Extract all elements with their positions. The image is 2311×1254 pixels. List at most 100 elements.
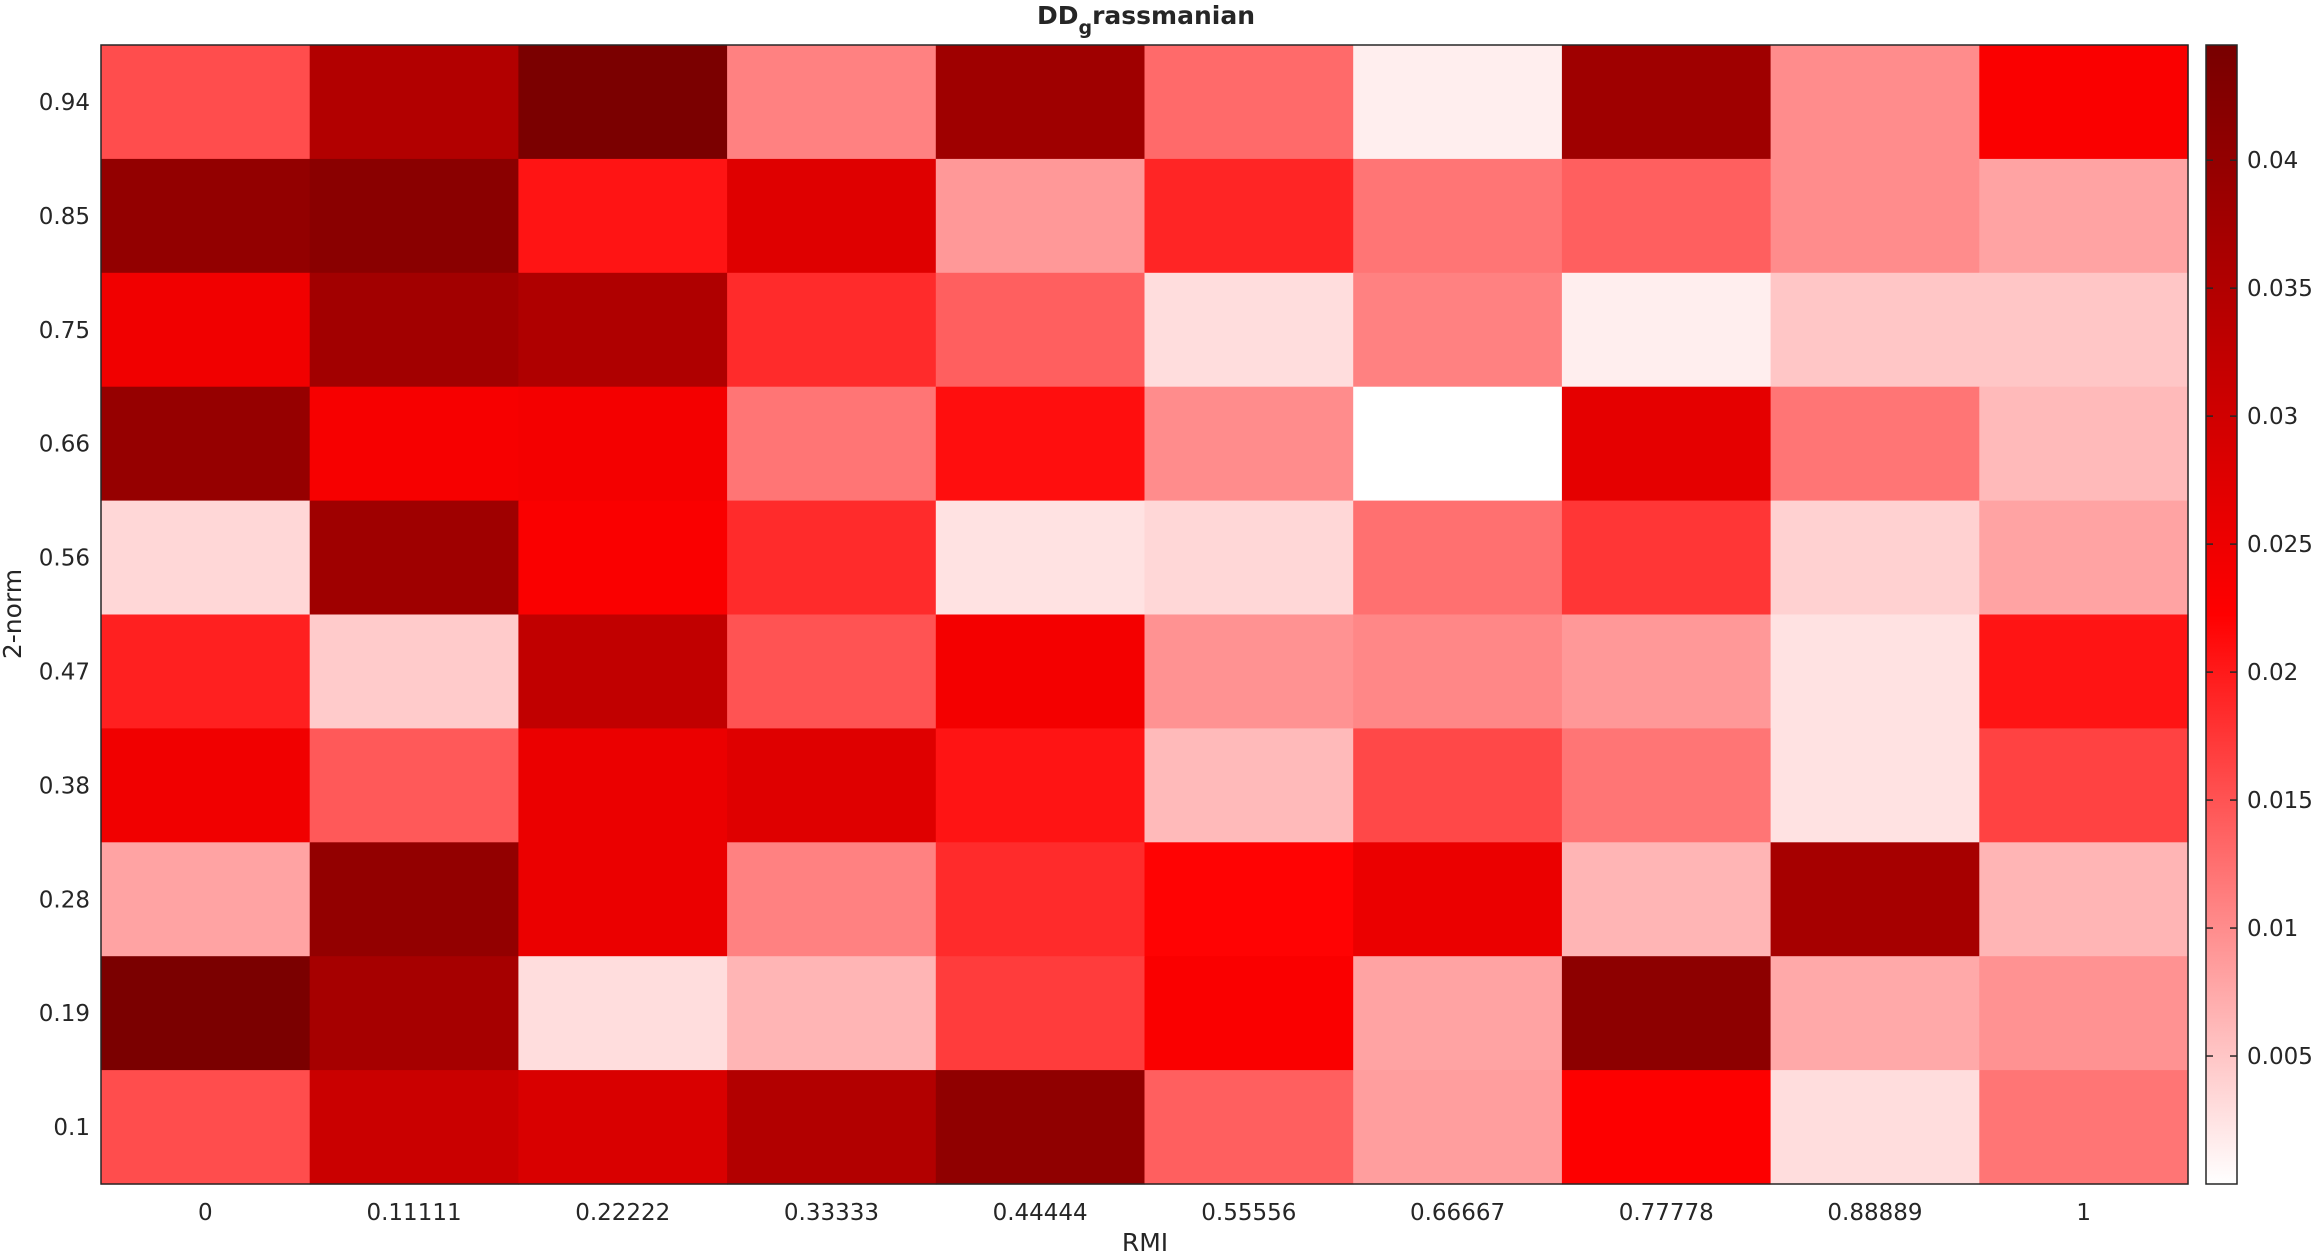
heatmap-cell xyxy=(309,386,519,502)
heatmap-cell xyxy=(1770,614,1980,729)
heatmap-cell xyxy=(1144,614,1354,729)
heatmap-cell xyxy=(727,842,937,957)
heatmap-cell xyxy=(1144,956,1354,1071)
y-tick-label: 0.47 xyxy=(39,659,90,685)
x-tick-label: 0.88889 xyxy=(1827,1200,1922,1226)
heatmap-cell xyxy=(1561,272,1772,388)
heatmap-cell xyxy=(101,1070,311,1185)
plot-frame xyxy=(100,44,2189,1185)
heatmap-cell xyxy=(935,158,1146,274)
colorbar-tick-label: 0.035 xyxy=(2247,276,2311,302)
y-tick-label: 0.85 xyxy=(39,204,90,230)
y-tick-label: 0.19 xyxy=(39,1001,90,1027)
heatmap-cell xyxy=(1979,956,2189,1071)
heatmap-cell xyxy=(1979,272,2189,388)
y-tick-label: 0.56 xyxy=(39,546,90,572)
y-tick-label: 0.38 xyxy=(39,773,90,799)
heatmap-cell xyxy=(518,500,728,616)
heatmap-cell xyxy=(309,728,519,843)
heatmap-cell xyxy=(1979,386,2189,502)
heatmap-cell xyxy=(1561,956,1772,1071)
heatmap-cell xyxy=(1353,614,1563,729)
heatmap-cell xyxy=(1979,45,2189,160)
heatmap-cell xyxy=(935,45,1146,160)
heatmap-cell xyxy=(101,272,311,388)
heatmap-cell xyxy=(518,956,728,1071)
heatmap-cell xyxy=(518,728,728,843)
x-tick-label: 0.55556 xyxy=(1201,1200,1296,1226)
heatmap-cell xyxy=(309,158,519,274)
colorbar-tick-label: 0.02 xyxy=(2247,660,2298,686)
heatmap-cell xyxy=(1353,500,1563,616)
heatmap-cell xyxy=(1561,842,1772,957)
heatmap-cell xyxy=(727,272,937,388)
heatmap-cell xyxy=(518,45,728,160)
heatmap-cell xyxy=(727,1070,937,1185)
heatmap-cell xyxy=(518,842,728,957)
heatmap-cell xyxy=(1770,500,1980,616)
heatmap-cell xyxy=(727,614,937,729)
heatmap-cell xyxy=(1353,842,1563,957)
heatmap-cell xyxy=(309,1070,519,1185)
heatmap-cell xyxy=(1979,500,2189,616)
colorbar-ticks: 0.005 0.01 0.015 0.02 0.025 0.03 0.035 0.04 xyxy=(2206,148,2311,1070)
heatmap-cell xyxy=(1144,272,1354,388)
heatmap-cell xyxy=(935,842,1146,957)
heatmap-cell xyxy=(1770,158,1980,274)
heatmap-cell xyxy=(101,500,311,616)
heatmap-cell xyxy=(101,614,311,729)
heatmap-cell xyxy=(1144,500,1354,616)
heatmap-cell xyxy=(1561,728,1772,843)
heatmap-cell xyxy=(727,158,937,274)
heatmap-cell xyxy=(1144,1070,1354,1185)
x-tick-label: 0.22222 xyxy=(575,1200,670,1226)
heatmap-cell xyxy=(1770,272,1980,388)
x-tick-label: 0.33333 xyxy=(784,1200,879,1226)
heatmap-cell xyxy=(1770,45,1980,160)
heatmap-cell xyxy=(1770,1070,1980,1185)
colorbar-tick-label: 0.025 xyxy=(2247,532,2311,558)
heatmap-cell xyxy=(101,158,311,274)
colorbar-tick-label: 0.04 xyxy=(2247,148,2298,174)
heatmap-cell xyxy=(518,386,728,502)
colorbar-tick-label: 0.015 xyxy=(2247,788,2311,814)
heatmap-cell xyxy=(1144,842,1354,957)
heatmap-cell xyxy=(1353,272,1563,388)
heatmap-cell xyxy=(1979,842,2189,957)
y-axis-label: 2-norm xyxy=(0,569,27,659)
heatmap-cell xyxy=(727,45,937,160)
heatmap-cell xyxy=(1353,956,1563,1071)
heatmap-cell xyxy=(1144,45,1354,160)
heatmap-cell xyxy=(309,956,519,1071)
heatmap-cell xyxy=(309,272,519,388)
heatmap-cell xyxy=(309,842,519,957)
heatmap-cell xyxy=(1353,158,1563,274)
colorbar-tick-label: 0.01 xyxy=(2247,916,2298,942)
heatmap-cell xyxy=(309,500,519,616)
heatmap-cell xyxy=(1770,842,1980,957)
heatmap-cell xyxy=(1561,45,1772,160)
heatmap-cell xyxy=(1979,728,2189,843)
heatmap-cell xyxy=(1770,956,1980,1071)
heatmap-cell xyxy=(935,956,1146,1071)
colorbar xyxy=(2205,44,2238,1185)
heatmap-cell xyxy=(935,500,1146,616)
colorbar-tick-label: 0.03 xyxy=(2247,404,2298,430)
x-tick-label: 0.44444 xyxy=(993,1200,1088,1226)
x-tick-label: 0.11111 xyxy=(366,1200,461,1226)
heatmap-cell xyxy=(101,386,311,502)
heatmap-cell xyxy=(727,500,937,616)
heatmap-cell xyxy=(1979,614,2189,729)
y-tick-label: 0.66 xyxy=(39,432,90,458)
heatmap-cell xyxy=(935,728,1146,843)
heatmap-cells xyxy=(101,45,2189,1185)
heatmap-cell xyxy=(1144,158,1354,274)
y-tick-label: 0.94 xyxy=(39,90,90,116)
heatmap-cell xyxy=(518,1070,728,1185)
heatmap-cell xyxy=(518,614,728,729)
y-axis-ticks: 0.94 0.85 0.75 0.66 0.56 0.47 0.38 0.28 0.19 0.1 xyxy=(39,90,90,1141)
heatmap-cell xyxy=(1144,728,1354,843)
heatmap-cell xyxy=(935,1070,1146,1185)
heatmap-cell xyxy=(1353,1070,1563,1185)
